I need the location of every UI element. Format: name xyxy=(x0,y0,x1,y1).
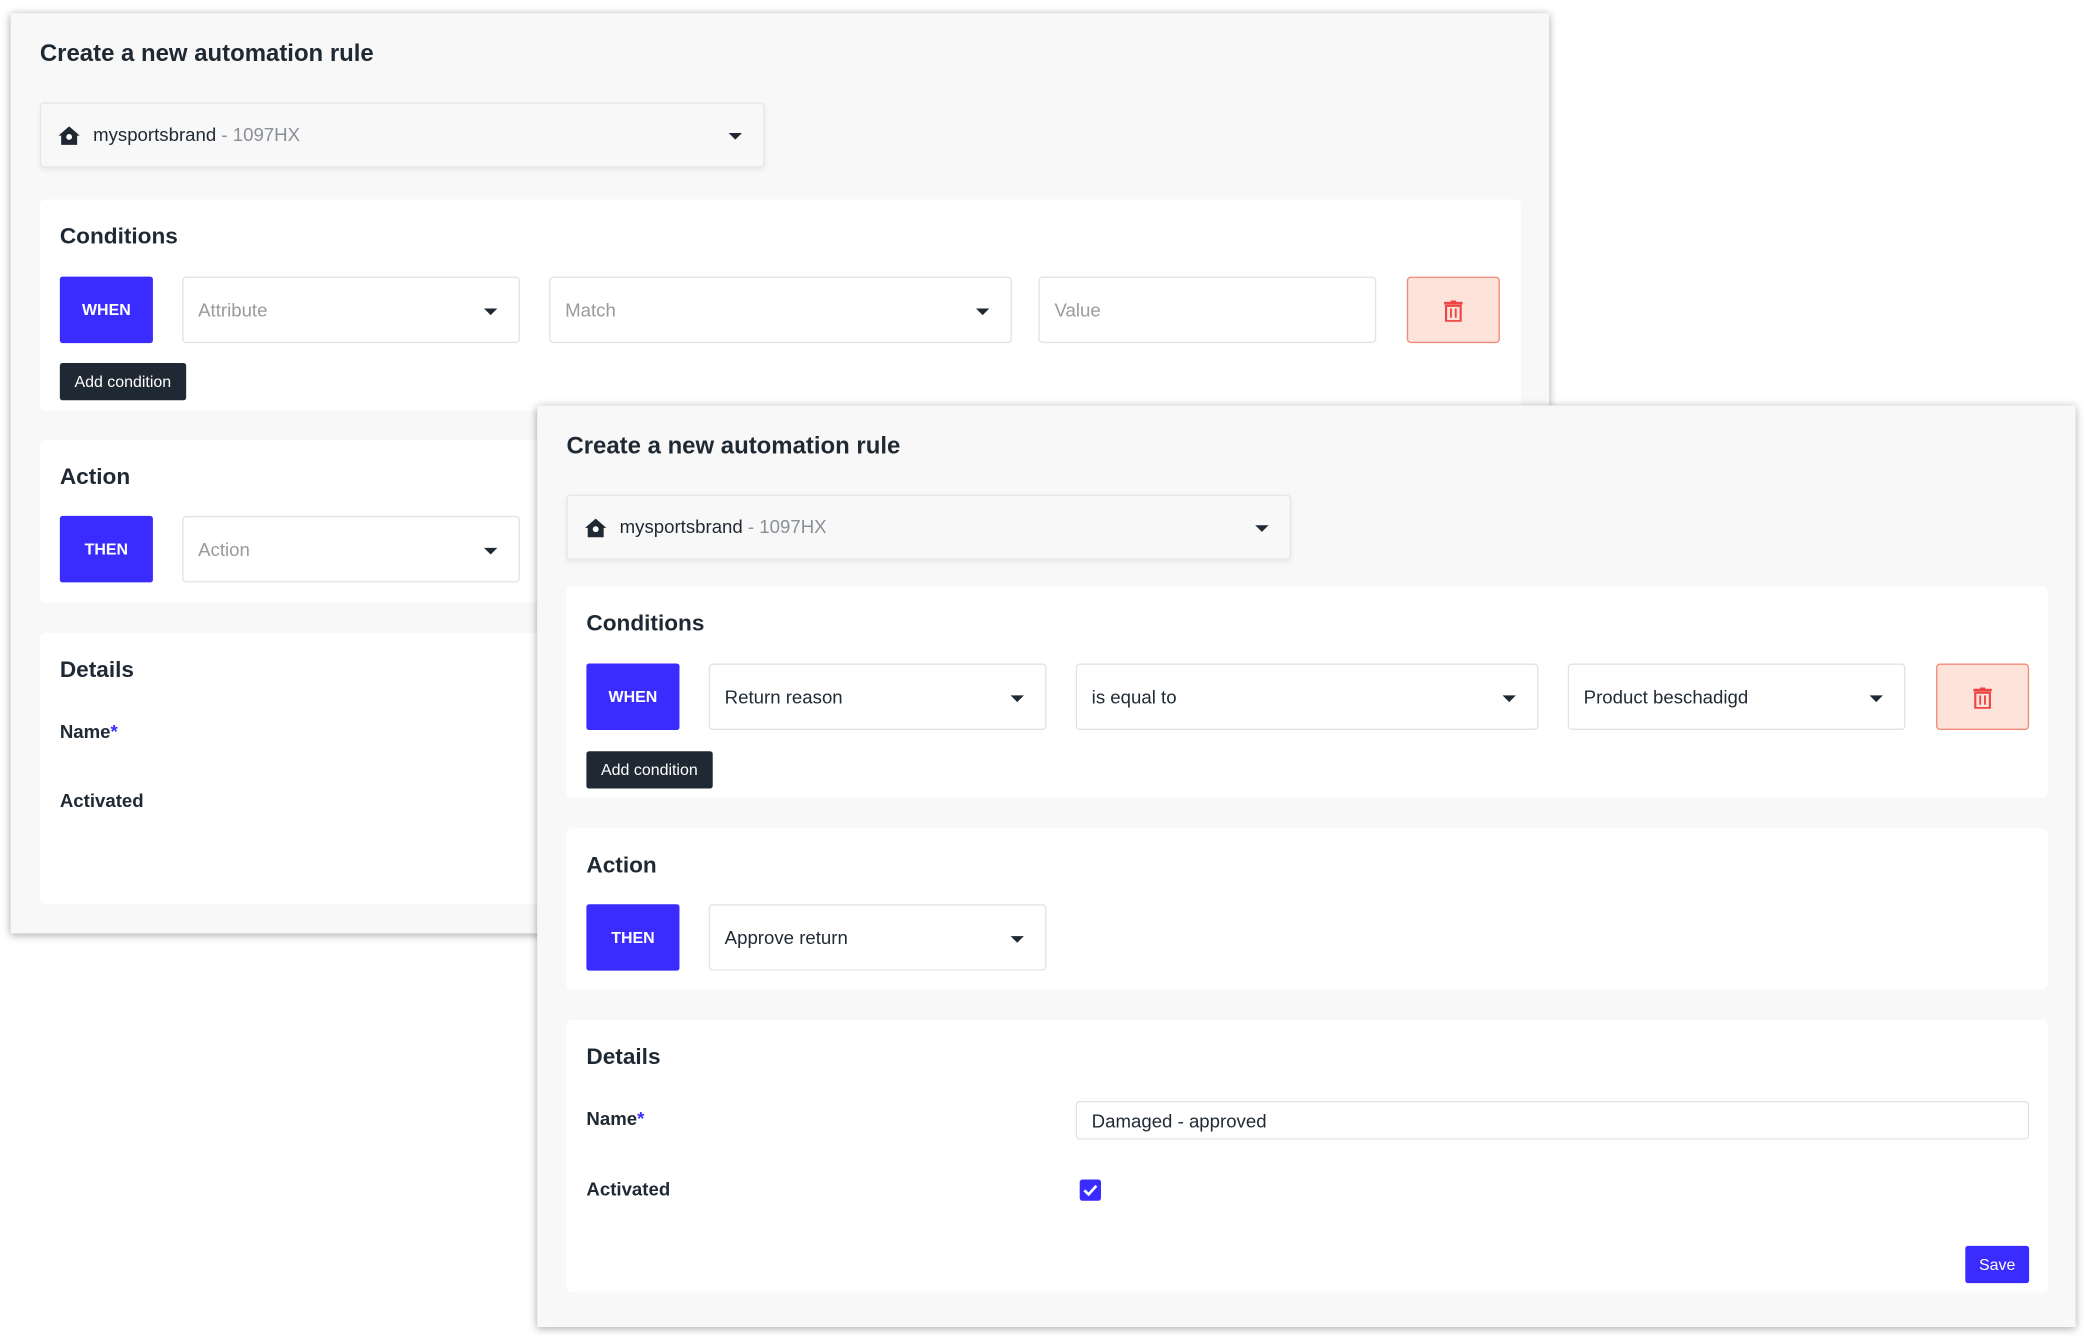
value-select[interactable]: Product beschadigd xyxy=(1567,663,1906,731)
details-heading: Details xyxy=(586,1043,661,1070)
action-card: Action THEN Approve return xyxy=(566,828,2048,990)
attribute-placeholder: Attribute xyxy=(198,299,268,321)
conditions-heading: Conditions xyxy=(586,610,705,636)
add-condition-button[interactable]: Add condition xyxy=(59,363,186,401)
name-label: Name* xyxy=(60,721,118,742)
then-badge: THEN xyxy=(59,515,153,583)
then-badge: THEN xyxy=(586,904,680,971)
front-rule-panel: Create a new automation rule mysportsbra… xyxy=(537,405,2076,1328)
match-value: is equal to xyxy=(1091,686,1177,708)
chevron-down-icon xyxy=(484,547,498,555)
activated-label: Activated xyxy=(59,789,144,812)
value-input[interactable]: Value xyxy=(1038,276,1377,344)
store-code: - 1097HX xyxy=(216,123,301,145)
trash-icon xyxy=(1973,687,1992,709)
chevron-down-icon xyxy=(1010,936,1024,943)
conditions-card: Conditions WHEN Return reason is equal t… xyxy=(566,586,2048,798)
action-select[interactable]: Action xyxy=(182,515,520,583)
name-label-text: Name xyxy=(59,720,111,742)
page-title: Create a new automation rule xyxy=(566,432,901,459)
store-name: mysportsbrand xyxy=(619,515,743,538)
store-name: mysportsbrand xyxy=(93,123,217,145)
store-select[interactable]: mysportsbrand - 1097HX xyxy=(566,494,1292,560)
name-label-text: Name xyxy=(586,1107,638,1129)
when-badge: WHEN xyxy=(59,276,153,344)
action-value: Approve return xyxy=(724,926,848,949)
match-placeholder: Match xyxy=(565,299,616,321)
action-placeholder: Action xyxy=(198,538,250,560)
match-select[interactable]: is equal to xyxy=(1075,663,1539,731)
delete-condition-button[interactable] xyxy=(1406,276,1500,344)
action-heading: Action xyxy=(59,464,131,490)
store-select[interactable]: mysportsbrand - 1097HX xyxy=(39,102,765,168)
details-card: Details Name* Damaged - approved Activat… xyxy=(566,1019,2048,1293)
add-condition-button[interactable]: Add condition xyxy=(586,751,713,789)
action-heading: Action xyxy=(586,852,657,878)
chevron-down-icon xyxy=(1502,695,1516,703)
home-icon xyxy=(585,518,607,538)
chevron-down-icon xyxy=(728,132,742,140)
activated-label: Activated xyxy=(586,1178,671,1200)
page-title: Create a new automation rule xyxy=(39,39,374,67)
value-placeholder: Value xyxy=(1054,299,1101,321)
store-code: - 1097HX xyxy=(742,515,827,538)
conditions-heading: Conditions xyxy=(59,223,178,249)
chevron-down-icon xyxy=(484,308,498,316)
action-select[interactable]: Approve return xyxy=(708,904,1047,971)
trash-icon xyxy=(1444,300,1463,322)
when-badge: WHEN xyxy=(586,663,680,731)
chevron-down-icon xyxy=(1255,525,1269,532)
chevron-down-icon xyxy=(1010,695,1024,703)
value-value: Product beschadigd xyxy=(1583,686,1749,708)
chevron-down-icon xyxy=(1869,695,1883,703)
activated-checkbox[interactable] xyxy=(1079,1179,1101,1201)
name-input[interactable]: Damaged - approved xyxy=(1075,1100,2030,1140)
home-icon xyxy=(58,126,80,145)
conditions-card: Conditions WHEN Attribute Match Value Ad… xyxy=(39,199,1522,411)
attribute-select[interactable]: Attribute xyxy=(182,276,520,344)
attribute-select[interactable]: Return reason xyxy=(708,663,1047,731)
attribute-value: Return reason xyxy=(724,686,843,708)
save-button[interactable]: Save xyxy=(1965,1245,2030,1284)
match-select[interactable]: Match xyxy=(549,276,1012,344)
required-mark: * xyxy=(637,1107,645,1129)
name-label: Name* xyxy=(586,1108,644,1129)
required-mark: * xyxy=(110,720,118,742)
chevron-down-icon xyxy=(975,308,990,316)
details-heading: Details xyxy=(59,656,134,683)
checkmark-icon xyxy=(1083,1184,1098,1197)
delete-condition-button[interactable] xyxy=(1936,663,2030,731)
